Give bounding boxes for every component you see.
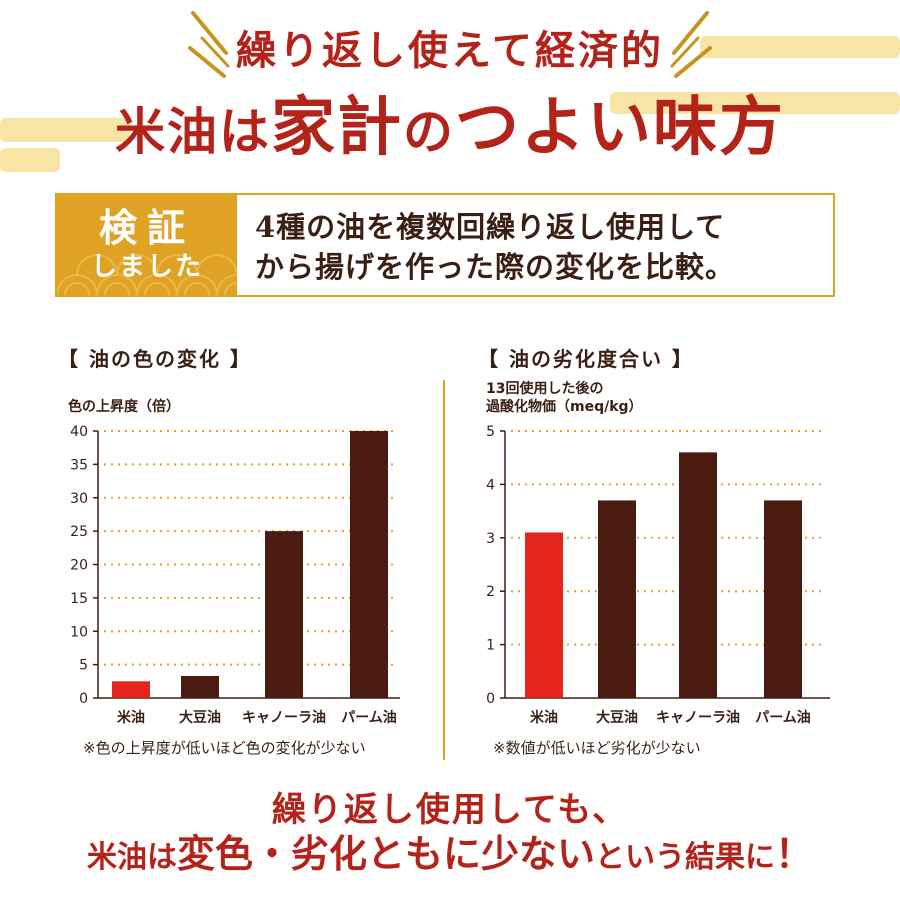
chart1-bar [181, 675, 219, 698]
chart2-ytick-label: 0 [486, 691, 495, 707]
header-title: 米油は家計のつよい味方 [0, 88, 900, 172]
chart1-bar [350, 431, 388, 698]
chart1-note: ※色の上昇度が低いほど色の変化が少ない [83, 739, 366, 757]
gold-ribbon-left-bottom [0, 148, 60, 172]
chart2-ylabel-line-1: 13回使用した後の [486, 381, 604, 397]
conclusion-part-a: 米油は [86, 840, 177, 875]
chart2-ytick-label: 4 [486, 477, 495, 493]
conclusion-line-1: 繰り返し使用しても、 [271, 790, 629, 830]
chart2-ytick-label: 1 [486, 638, 495, 654]
chart2-category-label: 米油 [530, 709, 558, 726]
conclusion-line-2: 米油は変色・劣化ともに少ないという結果に！ [0, 826, 900, 886]
chart2-ylabel: 13回使用した後の 過酸化物価（meq/kg） [486, 380, 643, 416]
chart2-bar [764, 500, 802, 698]
chart2-note: ※数値が低いほど劣化が少ない [493, 739, 701, 757]
gold-ribbon-right-bottom [610, 92, 900, 114]
chart1-ytick-label: 0 [79, 691, 88, 707]
chart1-ytick-label: 40 [70, 424, 88, 440]
chart2-title: 【 油の劣化度合い 】 [478, 347, 694, 371]
chart1-ytick-label: 10 [70, 624, 88, 640]
verification-line-1: 4種の油を複数回繰り返し使用して [255, 210, 726, 244]
chart1-ytick-label: 5 [79, 658, 88, 674]
chart2-bar [525, 532, 563, 698]
chart1-category-label: キャノーラ油 [242, 709, 326, 726]
chart2-bar [598, 500, 636, 698]
verification-tag-title: 検証 [98, 205, 195, 250]
chart2-category-label: パーム油 [755, 709, 811, 726]
chart1-category-label: 米油 [117, 709, 145, 726]
verification-tag: 検証 しました [57, 195, 237, 295]
header-title-part-d: つよい味方 [455, 90, 785, 165]
conclusion-part-d: ！ [775, 831, 814, 876]
chart1-title: 【 油の色の変化 】 [58, 347, 252, 371]
chart1-bar [265, 531, 303, 698]
chart1-ytick-label: 35 [70, 457, 88, 473]
header-title-part-b: 家計 [271, 90, 403, 165]
verification-line-2: から揚げを作った際の変化を比較。 [255, 250, 736, 284]
chart2-ytick-label: 5 [486, 424, 495, 440]
chart2-ylabel-line-2: 過酸化物価（meq/kg） [486, 399, 643, 415]
chart-divider [443, 380, 445, 760]
header-title-part-a: 米油は [115, 102, 271, 161]
spark-lines-right-icon [670, 11, 712, 78]
chart1-bar [112, 681, 150, 698]
wave-pattern-icon [57, 254, 237, 295]
chart2-category-label: 大豆油 [596, 709, 638, 726]
gold-ribbon-left-top [0, 118, 130, 142]
chart1-category-label: パーム油 [341, 709, 397, 726]
chart1-category-label: 大豆油 [179, 709, 221, 726]
chart2-bar [679, 452, 717, 698]
verification-tag-subtitle: しました [90, 252, 203, 282]
spark-lines-left-icon [188, 11, 230, 78]
chart2-ytick-label: 3 [486, 531, 495, 547]
chart1-ytick-label: 20 [70, 558, 88, 574]
header-title-part-c: の [403, 102, 455, 161]
chart1-ytick-label: 30 [70, 491, 88, 507]
chart1-ytick-label: 25 [70, 524, 88, 540]
conclusion-part-b: 変色・劣化ともに少ない [176, 831, 595, 876]
chart2-category-label: キャノーラ油 [656, 709, 740, 726]
chart1-ytick-label: 15 [70, 591, 88, 607]
chart2-ytick-label: 2 [486, 584, 495, 600]
verification-box: 検証 しました 4種の油を複数回繰り返し使用して から揚げを作った際の変化を比較… [55, 193, 835, 297]
conclusion-part-c: という結果に [595, 840, 775, 875]
header-subtitle: 繰り返し使えて経済的 [236, 27, 664, 74]
gold-ribbon-right-top [700, 36, 900, 58]
chart1-ylabel: 色の上昇度（倍） [68, 399, 180, 415]
verification-description: 4種の油を複数回繰り返し使用して から揚げを作った際の変化を比較。 [255, 207, 830, 287]
